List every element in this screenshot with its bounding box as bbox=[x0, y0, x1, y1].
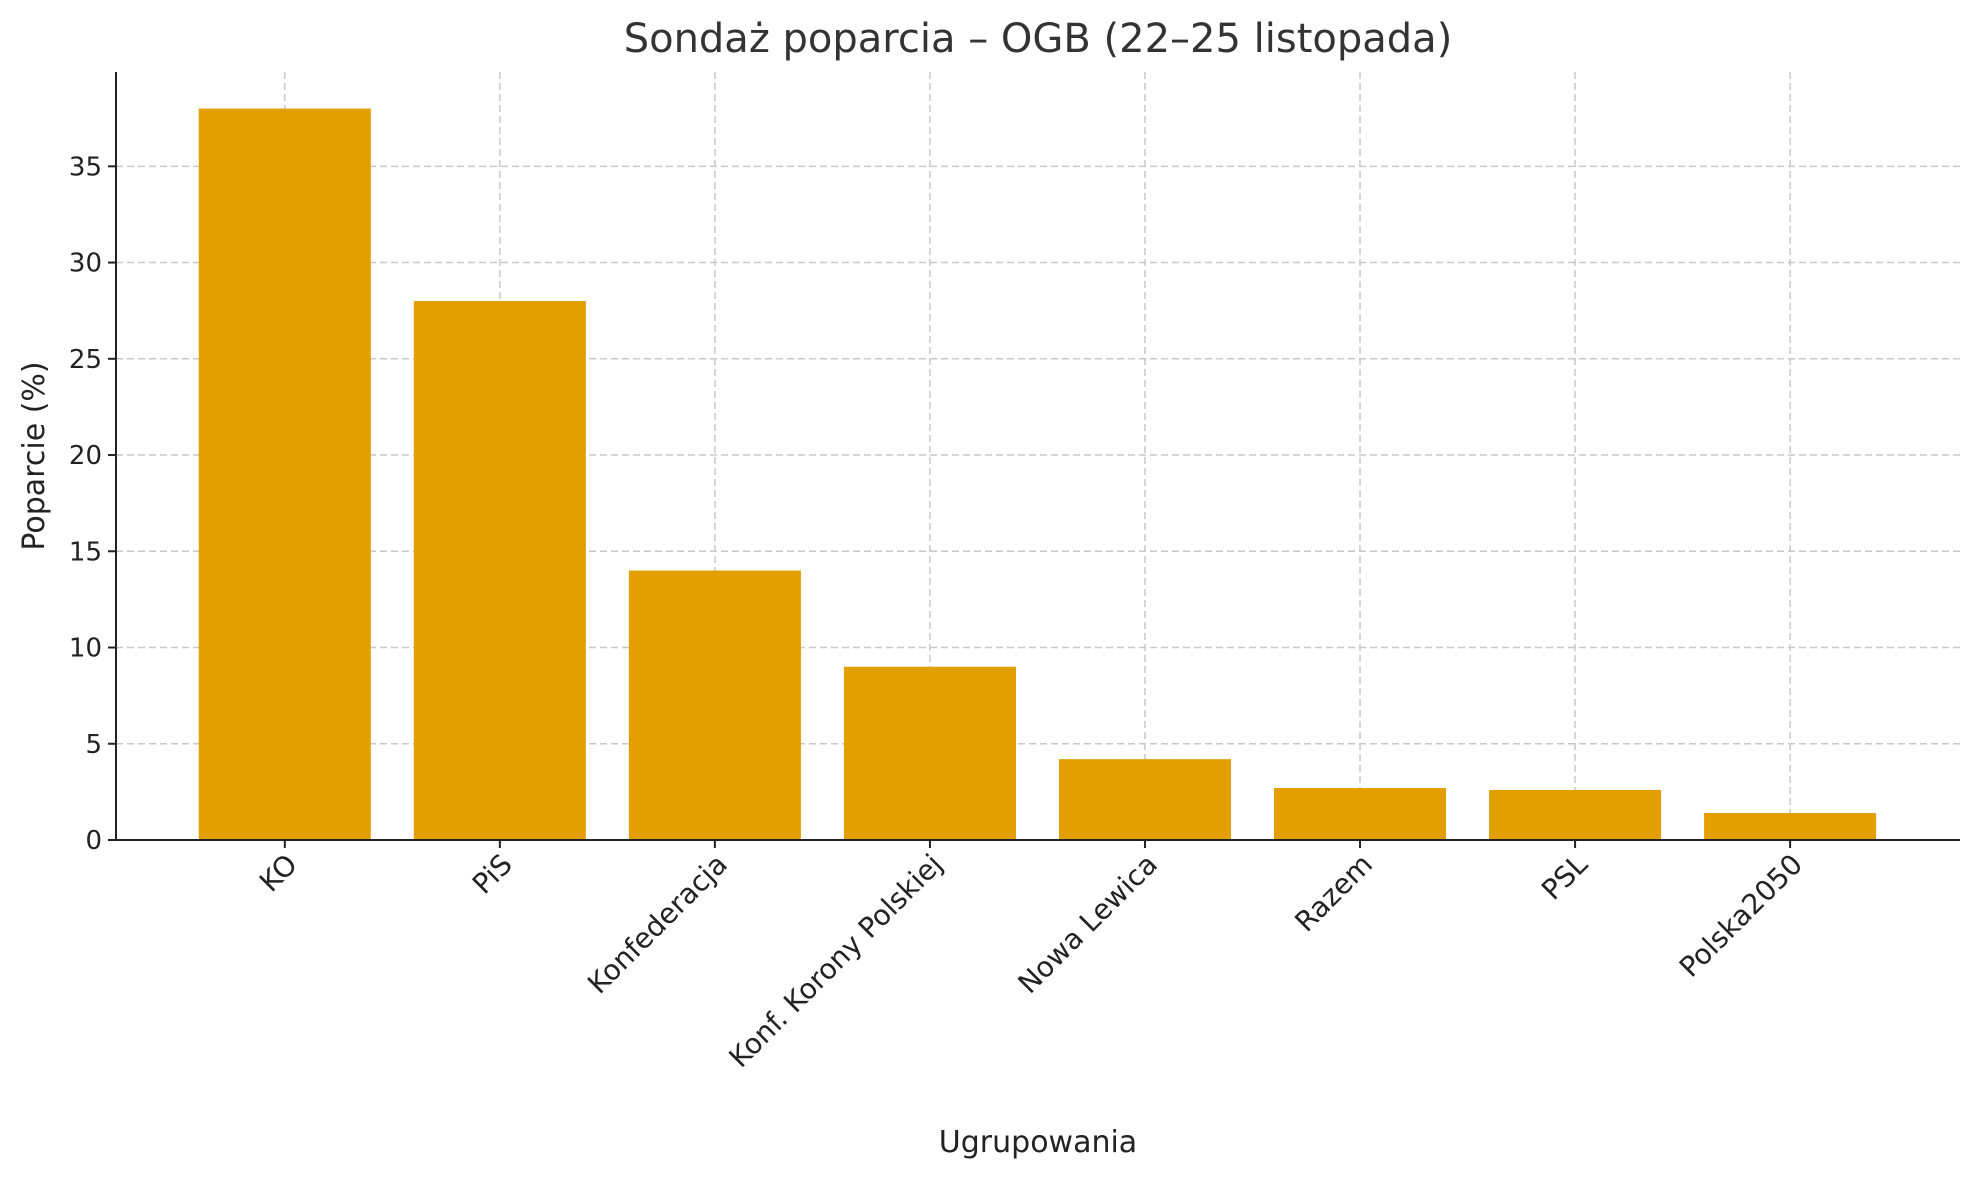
bar-ko bbox=[198, 108, 371, 841]
y-tick-label: 0 bbox=[85, 826, 102, 856]
y-tick-label: 30 bbox=[69, 249, 102, 279]
x-tick-label: Konf. Korony Polskiej bbox=[722, 848, 948, 1074]
bar-konf-korony-polskiej bbox=[843, 666, 1016, 840]
chart-title: Sondaż poparcia – OGB (22–25 listopada) bbox=[624, 16, 1453, 62]
x-tick-label: KO bbox=[253, 848, 304, 899]
y-tick-label: 25 bbox=[69, 345, 102, 375]
y-tick-label: 15 bbox=[69, 537, 102, 567]
y-tick-label: 5 bbox=[85, 730, 102, 760]
bar-pis bbox=[413, 301, 586, 841]
x-tick-label: PiS bbox=[466, 848, 519, 901]
y-tick-label: 35 bbox=[69, 152, 102, 182]
bar-razem bbox=[1274, 788, 1447, 840]
bar-polska2050 bbox=[1704, 813, 1877, 840]
y-tick-label: 10 bbox=[69, 634, 102, 664]
bar-psl bbox=[1489, 789, 1662, 840]
x-tick-label: Razem bbox=[1288, 848, 1379, 939]
x-tick-label: PSL bbox=[1535, 847, 1594, 906]
x-tick-label: Polska2050 bbox=[1673, 848, 1809, 984]
x-axis-label: Ugrupowania bbox=[939, 1125, 1137, 1160]
bar-nowa-lewica bbox=[1058, 759, 1232, 840]
x-tick-label: Nowa Lewica bbox=[1011, 848, 1163, 1000]
x-tick-label: Konfederacja bbox=[581, 848, 734, 1001]
y-tick-label: 20 bbox=[69, 441, 102, 471]
y-axis-label: Poparcie (%) bbox=[17, 361, 52, 550]
bar-konfederacja bbox=[628, 570, 801, 840]
